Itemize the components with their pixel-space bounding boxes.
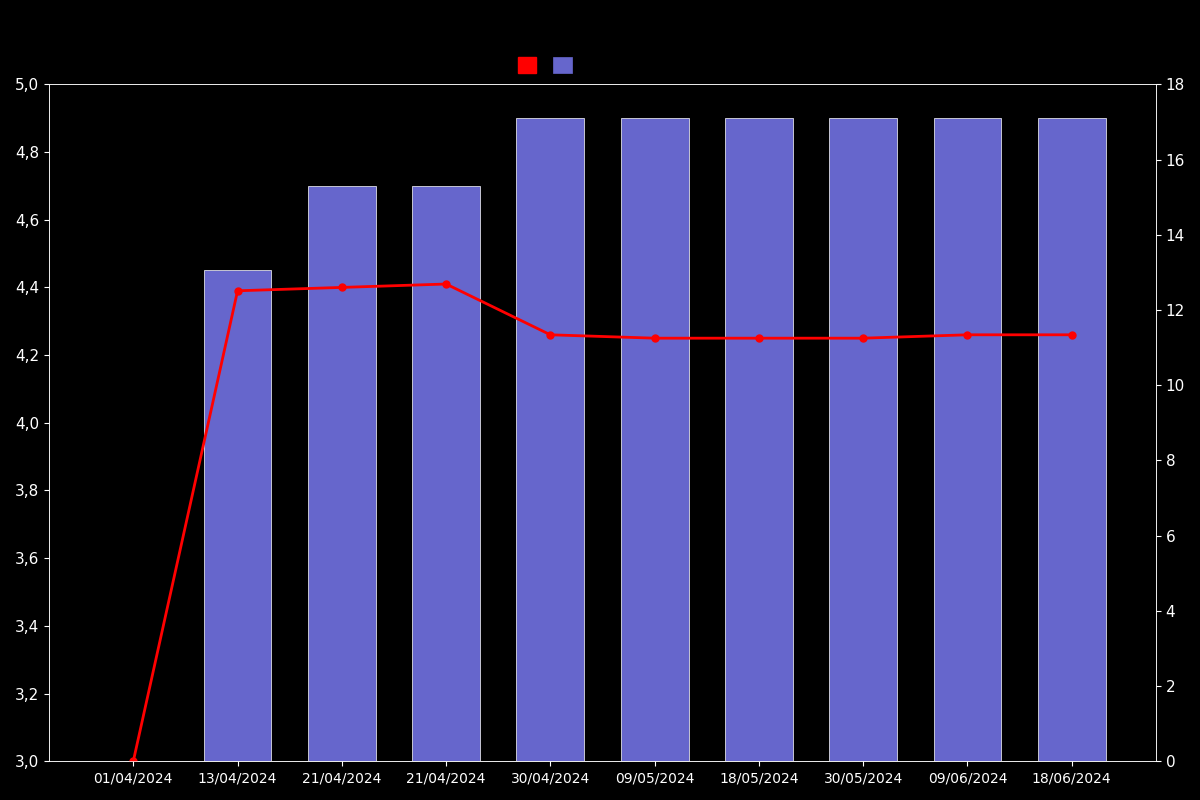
Bar [829,118,898,762]
Bar [1038,118,1105,762]
Bar [620,118,689,762]
Bar [204,270,271,762]
Bar [413,186,480,762]
Bar [934,118,1001,762]
Legend: , : , [512,51,582,79]
Bar [308,186,376,762]
Bar [516,118,584,762]
Bar [725,118,793,762]
